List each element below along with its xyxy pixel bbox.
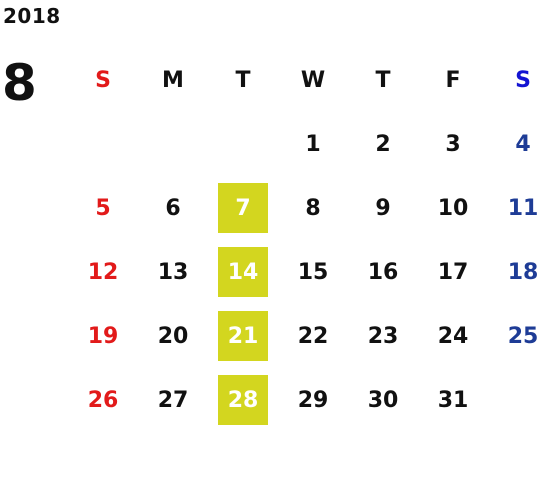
week-row-1: 1 2 3 4: [68, 112, 548, 176]
day-cell[interactable]: 9: [375, 195, 391, 221]
day-cell[interactable]: 10: [437, 195, 469, 221]
day-cell-sunday[interactable]: 19: [87, 323, 119, 349]
weekday-header-sunday: S: [95, 67, 111, 93]
day-cell[interactable]: 16: [367, 259, 399, 285]
weekday-header-thursday: T: [375, 67, 391, 93]
weekday-header-friday: F: [445, 67, 461, 93]
day-cell-highlighted[interactable]: 7: [218, 183, 268, 233]
day-cell[interactable]: 24: [437, 323, 469, 349]
day-cell[interactable]: 8: [305, 195, 321, 221]
day-cell[interactable]: 6: [165, 195, 181, 221]
day-cell-saturday[interactable]: 18: [507, 259, 539, 285]
day-cell-saturday[interactable]: 11: [507, 195, 539, 221]
day-cell-sunday[interactable]: 12: [87, 259, 119, 285]
day-cell[interactable]: 29: [297, 387, 329, 413]
year-label: 2018: [3, 4, 61, 28]
day-cell[interactable]: 17: [437, 259, 469, 285]
weekday-header-monday: M: [162, 67, 184, 93]
day-cell[interactable]: 23: [367, 323, 399, 349]
weekday-header-row: S M T W T F S: [68, 48, 548, 112]
day-cell[interactable]: 27: [157, 387, 189, 413]
day-cell[interactable]: 30: [367, 387, 399, 413]
day-cell[interactable]: 1: [305, 131, 321, 157]
week-row-4: 19 20 21 22 23 24 25: [68, 304, 548, 368]
day-cell-sunday[interactable]: 26: [87, 387, 119, 413]
day-cell-saturday[interactable]: 25: [507, 323, 539, 349]
day-cell-highlighted[interactable]: 14: [218, 247, 268, 297]
day-cell[interactable]: 31: [437, 387, 469, 413]
day-cell[interactable]: 2: [375, 131, 391, 157]
week-row-3: 12 13 14 15 16 17 18: [68, 240, 548, 304]
day-cell-highlighted[interactable]: 28: [218, 375, 268, 425]
week-row-5: 26 27 28 29 30 31: [68, 368, 548, 432]
weekday-header-saturday: S: [515, 67, 531, 93]
day-cell[interactable]: 20: [157, 323, 189, 349]
day-cell-highlighted[interactable]: 21: [218, 311, 268, 361]
day-cell-sunday[interactable]: 5: [95, 195, 111, 221]
calendar-grid: S M T W T F S 1 2 3 4 5 6 7 8 9 10 11 12…: [68, 48, 548, 432]
day-cell[interactable]: 3: [445, 131, 461, 157]
weekday-header-tuesday: T: [235, 67, 251, 93]
week-row-2: 5 6 7 8 9 10 11: [68, 176, 548, 240]
month-number: 8: [2, 54, 37, 112]
weekday-header-wednesday: W: [300, 67, 326, 93]
day-cell[interactable]: 22: [297, 323, 329, 349]
day-cell-saturday[interactable]: 4: [515, 131, 531, 157]
day-cell[interactable]: 15: [297, 259, 329, 285]
day-cell[interactable]: 13: [157, 259, 189, 285]
